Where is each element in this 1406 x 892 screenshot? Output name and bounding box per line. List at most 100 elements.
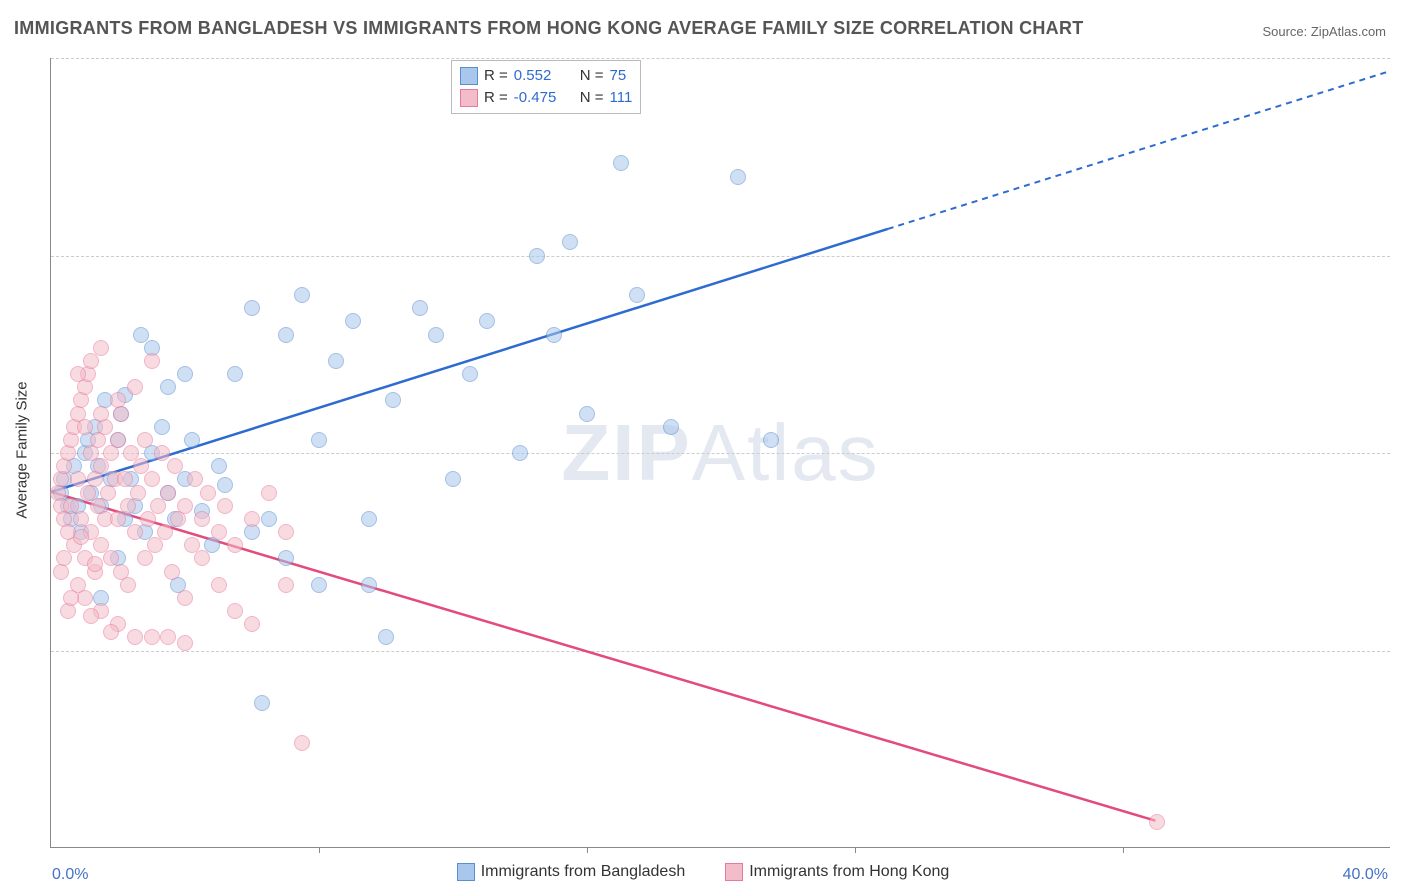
y-tick-label: 3.50 (1400, 444, 1406, 462)
data-point (110, 511, 126, 527)
x-tick (587, 847, 588, 853)
data-point (663, 419, 679, 435)
legend-stats: R = 0.552N = 75R = -0.475N = 111 (451, 60, 641, 114)
r-label: R = (484, 65, 508, 87)
data-point (154, 419, 170, 435)
data-point (200, 485, 216, 501)
data-point (137, 550, 153, 566)
n-label: N = (580, 65, 604, 87)
data-point (154, 445, 170, 461)
x-tick (1123, 847, 1124, 853)
data-point (227, 603, 243, 619)
legend-swatch (460, 67, 478, 85)
data-point (93, 458, 109, 474)
data-point (579, 406, 595, 422)
legend-bottom: Immigrants from Bangladesh Immigrants fro… (0, 863, 1406, 886)
data-point (164, 564, 180, 580)
data-point (227, 366, 243, 382)
data-point (211, 458, 227, 474)
y-tick-label: 4.25 (1400, 247, 1406, 265)
data-point (140, 511, 156, 527)
data-point (462, 366, 478, 382)
legend-swatch (460, 89, 478, 107)
data-point (120, 577, 136, 593)
data-point (160, 629, 176, 645)
data-point (294, 735, 310, 751)
data-point (194, 550, 210, 566)
x-tick (319, 847, 320, 853)
data-point (613, 155, 629, 171)
gridline (51, 453, 1390, 454)
r-value: -0.475 (514, 87, 574, 109)
data-point (378, 629, 394, 645)
watermark-rest: Atlas (692, 408, 880, 497)
data-point (730, 169, 746, 185)
data-point (311, 577, 327, 593)
data-point (73, 529, 89, 545)
chart-title: IMMIGRANTS FROM BANGLADESH VS IMMIGRANTS… (14, 18, 1084, 39)
data-point (160, 379, 176, 395)
data-point (629, 287, 645, 303)
gridline (51, 651, 1390, 652)
data-point (227, 537, 243, 553)
data-point (110, 392, 126, 408)
data-point (217, 498, 233, 514)
x-tick (855, 847, 856, 853)
data-point (311, 432, 327, 448)
trend-line-dashed (888, 71, 1390, 229)
gridline (51, 256, 1390, 257)
data-point (763, 432, 779, 448)
data-point (150, 498, 166, 514)
data-point (103, 624, 119, 640)
data-point (120, 498, 136, 514)
data-point (278, 577, 294, 593)
data-point (211, 577, 227, 593)
gridline (51, 58, 1390, 59)
data-point (167, 458, 183, 474)
data-point (294, 287, 310, 303)
r-value: 0.552 (514, 65, 574, 87)
data-point (278, 550, 294, 566)
data-point (127, 629, 143, 645)
source-label: Source: ZipAtlas.com (1262, 24, 1386, 39)
data-point (278, 524, 294, 540)
y-tick-label: 2.75 (1400, 642, 1406, 660)
data-point (244, 511, 260, 527)
data-point (83, 608, 99, 624)
data-point (546, 327, 562, 343)
data-point (93, 406, 109, 422)
data-point (130, 485, 146, 501)
data-point (217, 477, 233, 493)
data-point (127, 379, 143, 395)
data-point (244, 616, 260, 632)
data-point (529, 248, 545, 264)
legend-stats-row: R = -0.475N = 111 (460, 87, 632, 109)
data-point (83, 353, 99, 369)
legend-swatch (457, 863, 475, 881)
data-point (211, 524, 227, 540)
data-point (385, 392, 401, 408)
data-point (87, 556, 103, 572)
data-point (361, 577, 377, 593)
legend-item: Immigrants from Hong Kong (725, 863, 949, 881)
data-point (184, 432, 200, 448)
data-point (562, 234, 578, 250)
data-point (137, 432, 153, 448)
data-point (93, 340, 109, 356)
data-point (428, 327, 444, 343)
data-point (56, 550, 72, 566)
data-point (187, 471, 203, 487)
legend-stats-row: R = 0.552N = 75 (460, 65, 632, 87)
data-point (147, 537, 163, 553)
data-point (63, 590, 79, 606)
data-point (445, 471, 461, 487)
legend-item: Immigrants from Bangladesh (457, 863, 686, 881)
data-point (412, 300, 428, 316)
data-point (110, 432, 126, 448)
data-point (144, 629, 160, 645)
data-point (117, 471, 133, 487)
legend-swatch (725, 863, 743, 881)
data-point (177, 498, 193, 514)
data-point (328, 353, 344, 369)
data-point (127, 524, 143, 540)
